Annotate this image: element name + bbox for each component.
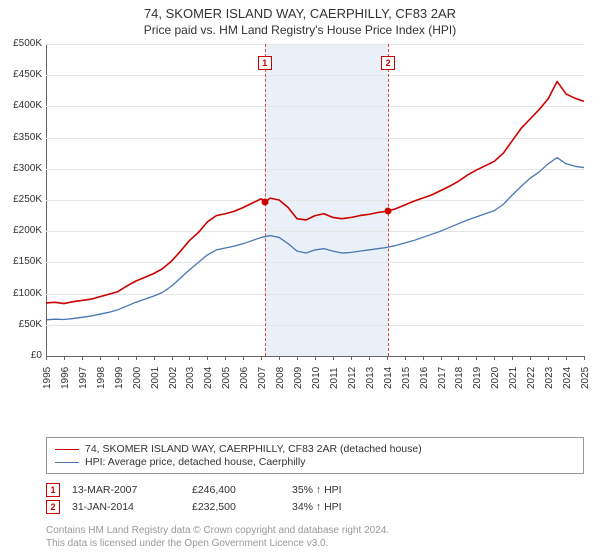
x-axis-label: 2006 bbox=[239, 367, 250, 389]
y-axis-label: £200K bbox=[2, 225, 42, 236]
x-axis-label: 1998 bbox=[96, 367, 107, 389]
x-axis-label: 2020 bbox=[490, 367, 501, 389]
chart-marker-1: 1 bbox=[258, 56, 272, 70]
x-axis-label: 1997 bbox=[78, 367, 89, 389]
x-axis-label: 2023 bbox=[544, 367, 555, 389]
y-axis-label: £150K bbox=[2, 256, 42, 267]
y-axis-label: £500K bbox=[2, 38, 42, 49]
legend-swatch-icon bbox=[55, 462, 79, 463]
y-axis-label: £400K bbox=[2, 100, 42, 111]
x-axis-label: 2010 bbox=[311, 367, 322, 389]
x-axis-label: 1999 bbox=[114, 367, 125, 389]
data-marker-icon bbox=[261, 199, 268, 206]
chart-marker-2: 2 bbox=[381, 56, 395, 70]
marker-number-icon: 2 bbox=[46, 500, 60, 514]
x-axis-label: 2005 bbox=[221, 367, 232, 389]
marker-price: £232,500 bbox=[192, 501, 292, 513]
y-axis-label: £0 bbox=[2, 350, 42, 361]
x-axis-label: 1995 bbox=[42, 367, 53, 389]
y-axis-label: £350K bbox=[2, 132, 42, 143]
x-axis-label: 2014 bbox=[383, 367, 394, 389]
marker-data-rows: 1 13-MAR-2007£246,40035% ↑ HPI 2 31-JAN-201… bbox=[46, 480, 342, 517]
x-axis-label: 2018 bbox=[454, 367, 465, 389]
x-axis-label: 2016 bbox=[419, 367, 430, 389]
x-axis-label: 2012 bbox=[347, 367, 358, 389]
footer-line-1: Contains HM Land Registry data © Crown c… bbox=[46, 525, 389, 538]
x-axis-label: 2011 bbox=[329, 367, 340, 389]
legend-label: HPI: Average price, detached house, Caer… bbox=[85, 456, 305, 468]
x-axis-label: 2025 bbox=[580, 367, 591, 389]
y-axis-label: £300K bbox=[2, 163, 42, 174]
marker-hpi-diff: 35% ↑ HPI bbox=[292, 484, 342, 496]
marker-number-icon: 1 bbox=[46, 483, 60, 497]
x-axis-label: 2019 bbox=[472, 367, 483, 389]
x-axis-label: 2021 bbox=[508, 367, 519, 389]
legend: 74, SKOMER ISLAND WAY, CAERPHILLY, CF83 … bbox=[46, 437, 584, 474]
data-marker-icon bbox=[385, 207, 392, 214]
x-axis-label: 2007 bbox=[257, 367, 268, 389]
x-axis-label: 2001 bbox=[150, 367, 161, 389]
x-axis-label: 1996 bbox=[60, 367, 71, 389]
x-axis-label: 2022 bbox=[526, 367, 537, 389]
x-axis-label: 2017 bbox=[437, 367, 448, 389]
legend-item: HPI: Average price, detached house, Caer… bbox=[55, 456, 575, 468]
legend-swatch-icon bbox=[55, 449, 79, 450]
y-axis-label: £100K bbox=[2, 288, 42, 299]
marker-date: 31-JAN-2014 bbox=[72, 501, 192, 513]
y-axis-label: £450K bbox=[2, 69, 42, 80]
x-axis-label: 2009 bbox=[293, 367, 304, 389]
x-axis-label: 2008 bbox=[275, 367, 286, 389]
x-axis-label: 2000 bbox=[132, 367, 143, 389]
x-axis-label: 2013 bbox=[365, 367, 376, 389]
marker-hpi-diff: 34% ↑ HPI bbox=[292, 501, 342, 513]
y-axis-label: £50K bbox=[2, 319, 42, 330]
x-axis-label: 2002 bbox=[168, 367, 179, 389]
attribution-footer: Contains HM Land Registry data © Crown c… bbox=[46, 525, 389, 550]
legend-label: 74, SKOMER ISLAND WAY, CAERPHILLY, CF83 … bbox=[85, 443, 422, 455]
legend-item: 74, SKOMER ISLAND WAY, CAERPHILLY, CF83 … bbox=[55, 443, 575, 455]
chart-plot-area: £0 £50K £100K £150K £200K £250K £300K £350K £400… bbox=[0, 0, 600, 426]
marker-detail-row: 2 31-JAN-2014£232,50034% ↑ HPI bbox=[46, 500, 342, 514]
x-axis-label: 2003 bbox=[185, 367, 196, 389]
x-axis-label: 2004 bbox=[203, 367, 214, 389]
marker-date: 13-MAR-2007 bbox=[72, 484, 192, 496]
x-axis-label: 2024 bbox=[562, 367, 573, 389]
marker-detail-row: 1 13-MAR-2007£246,40035% ↑ HPI bbox=[46, 483, 342, 497]
marker-price: £246,400 bbox=[192, 484, 292, 496]
footer-line-2: This data is licensed under the Open Gov… bbox=[46, 538, 389, 551]
x-axis-label: 2015 bbox=[401, 367, 412, 389]
y-axis-label: £250K bbox=[2, 194, 42, 205]
